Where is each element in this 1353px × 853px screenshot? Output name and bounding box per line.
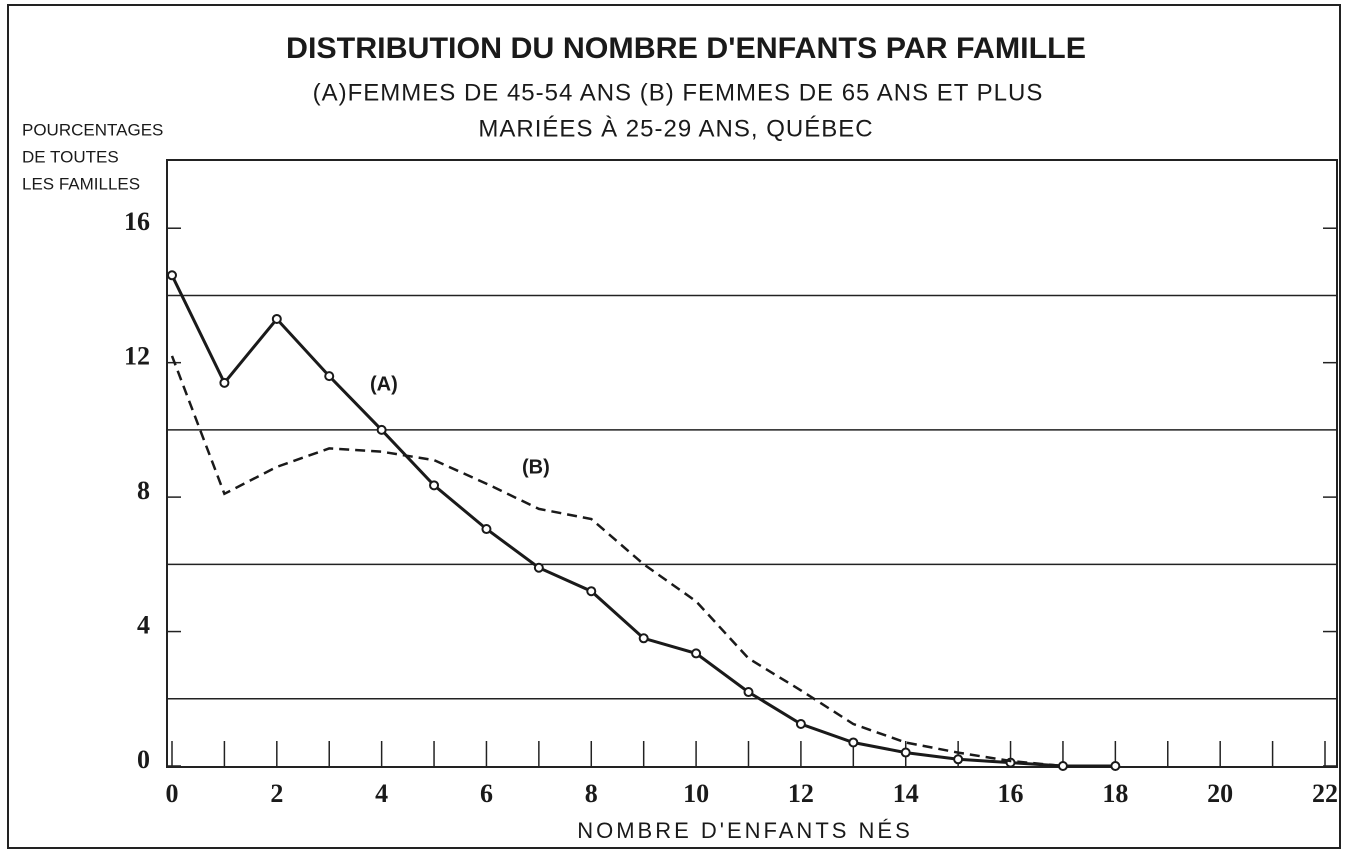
x-tick-label: 8 [585,779,598,808]
point [167,270,177,281]
y-tick-label: 16 [124,207,150,236]
y-tick-label: 12 [124,342,150,371]
point [533,562,544,573]
point [953,754,964,765]
plot-frame [166,159,1338,768]
y-axis-label: LES FAMILLES [22,174,140,193]
y-tick-label: 4 [137,611,150,640]
series-label: (B) [522,456,550,478]
y-tick-label: 0 [137,745,150,774]
point [271,313,282,324]
point [219,377,230,388]
x-tick-label: 20 [1207,779,1233,808]
x-tick-label: 10 [683,779,709,808]
y-axis-label: DE TOUTES [22,147,119,166]
subtitle: (A)FEMMES DE 45-54 ANS (B) FEMMES DE 65 … [313,79,1044,106]
point [795,718,806,729]
x-tick-label: 2 [270,779,283,808]
x-tick-label: 18 [1102,779,1128,808]
point [324,371,335,382]
y-tick-label: 8 [137,476,150,505]
x-tick-label: 6 [480,779,493,808]
point [586,586,597,597]
point [1110,761,1121,771]
x-tick-label: 16 [998,779,1024,808]
y-axis-label: POURCENTAGES [22,120,163,139]
point [743,687,754,698]
x-tick-label: 4 [375,779,388,808]
series-label: (A) [370,373,398,395]
point [638,633,649,644]
chart-title: DISTRIBUTION DU NOMBRE D'ENFANTS PAR FAM… [286,32,1086,65]
point [691,648,702,659]
x-axis-label: NOMBRE D'ENFANTS NÉS [577,818,913,843]
x-tick-label: 0 [166,779,179,808]
frame [7,4,1341,849]
series-line [170,274,1116,768]
point [900,747,911,758]
series-line [170,355,1064,768]
x-tick-label: 12 [788,779,814,808]
x-tick-label: 14 [893,779,919,808]
subtitle: MARIÉES À 25-29 ANS, QUÉBEC [478,115,873,142]
point [848,737,859,748]
point [1057,761,1068,771]
x-tick-label: 22 [1312,779,1338,808]
point [429,480,440,491]
point [376,424,387,435]
point [481,524,492,535]
